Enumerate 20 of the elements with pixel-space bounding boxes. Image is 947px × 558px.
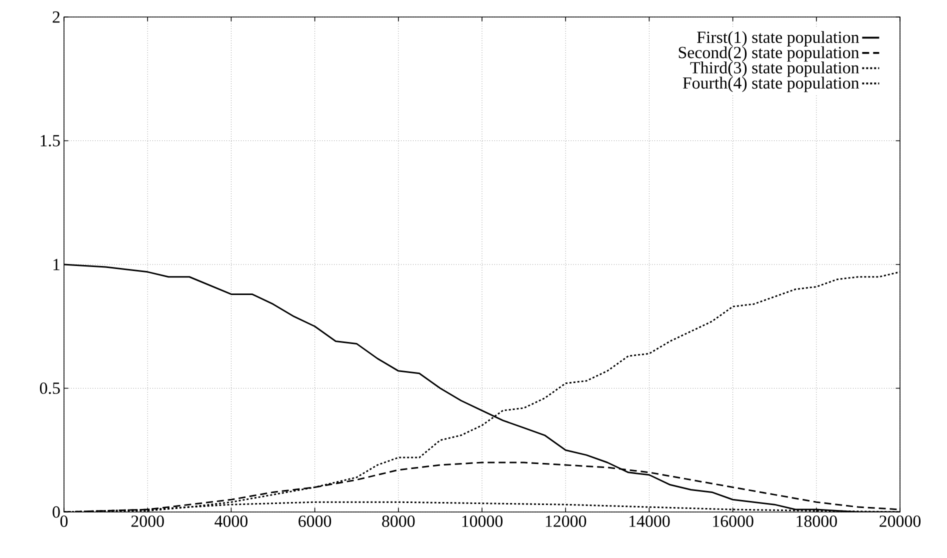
x-tick-label: 8000 [382,516,415,527]
x-tick-label: 14000 [630,516,670,527]
y-tick-label: 1 [53,258,60,270]
x-tick-label: 10000 [462,516,503,527]
x-tick-label: 12000 [546,516,586,527]
y-tick-label: 0 [52,506,60,518]
y-tick-label: 0.5 [40,382,60,394]
x-tick-label: 4000 [214,516,248,527]
x-tick-label: 18000 [796,516,837,527]
legend-label: Second(2) state population [678,46,860,62]
x-tick-label: 0 [60,516,68,527]
legend-label: Fourth(4) state population [682,76,860,92]
y-tick-label: 2 [52,11,60,23]
x-tick-label: 16000 [713,516,754,527]
y-tick-label: 1.5 [40,135,60,146]
legend-label: First(1) state population [697,31,860,46]
x-tick-label: 2000 [131,516,164,527]
x-tick-label: 20000 [880,516,921,527]
legend-label: Third(3) state population [690,62,860,77]
x-tick-label: 6000 [298,516,332,527]
